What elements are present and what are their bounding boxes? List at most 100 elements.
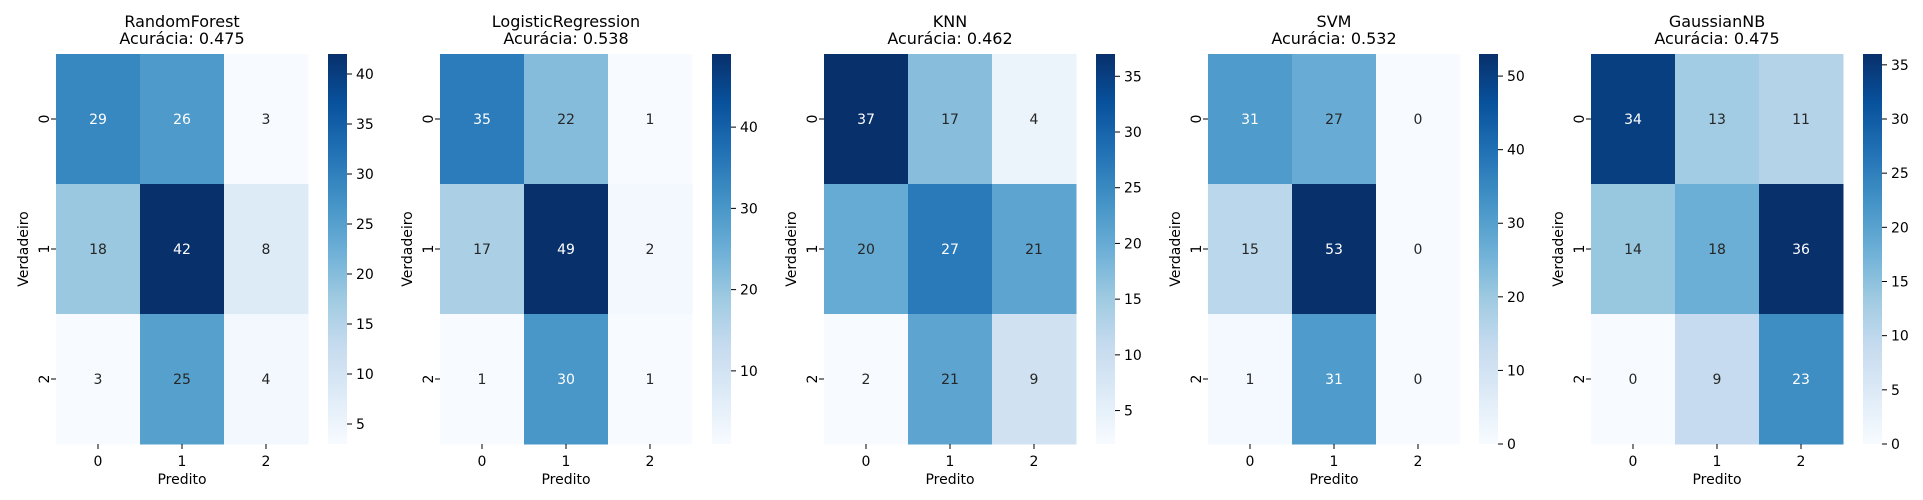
cell-value-label: 42 <box>173 242 191 258</box>
heatmap-cell <box>1591 54 1676 185</box>
x-tick-label: 0 <box>1246 454 1255 470</box>
heatmap-cell <box>608 54 693 185</box>
cell-value-label: 1 <box>646 372 655 388</box>
colorbar-tick-label: 50 <box>1507 69 1525 85</box>
cell-value-label: 26 <box>173 112 191 128</box>
x-tick-label: 0 <box>1629 454 1638 470</box>
colorbar-tick-label: 20 <box>1891 220 1909 236</box>
chart-title: KNN <box>933 12 967 31</box>
colorbar-tick-label: 20 <box>740 283 758 299</box>
heatmap-cell <box>440 184 525 315</box>
colorbar-tick-label: 20 <box>1124 236 1142 252</box>
x-tick-label: 1 <box>562 454 571 470</box>
heatmap-cell <box>1376 54 1461 185</box>
cell-value-label: 3 <box>94 372 103 388</box>
heatmap-cell <box>1591 314 1676 445</box>
x-axis-label: Predito <box>1692 472 1741 488</box>
cell-value-label: 1 <box>646 112 655 128</box>
cell-value-label: 31 <box>1241 112 1259 128</box>
cell-value-label: 25 <box>173 372 191 388</box>
heatmap-cell <box>824 54 909 185</box>
cell-value-label: 37 <box>857 112 875 128</box>
y-tick-label: 1 <box>1572 245 1588 254</box>
y-tick-label: 0 <box>805 115 821 124</box>
colorbar <box>1096 54 1115 444</box>
heatmap-cell <box>1675 314 1760 445</box>
cell-value-label: 14 <box>1624 242 1642 258</box>
y-axis-label: Verdadeiro <box>784 211 800 286</box>
colorbar-tick-label: 15 <box>1891 275 1909 291</box>
colorbar-tick-label: 30 <box>740 201 758 217</box>
cell-value-label: 15 <box>1241 242 1259 258</box>
cell-value-label: 4 <box>1030 112 1039 128</box>
y-tick-label: 0 <box>1572 115 1588 124</box>
cell-value-label: 21 <box>1025 242 1043 258</box>
cell-value-label: 36 <box>1792 242 1810 258</box>
cell-value-label: 27 <box>1325 112 1343 128</box>
heatmap-cell <box>140 184 225 315</box>
x-tick-label: 2 <box>1030 454 1039 470</box>
y-tick-label: 1 <box>421 245 437 254</box>
colorbar-tick-label: 10 <box>1891 329 1909 345</box>
y-axis-label: Verdadeiro <box>16 211 32 286</box>
cell-value-label: 9 <box>1030 372 1039 388</box>
cell-value-label: 21 <box>941 372 959 388</box>
heatmap-cell <box>1292 314 1377 445</box>
colorbar-tick-label: 40 <box>356 67 374 83</box>
colorbar-tick-label: 5 <box>1124 404 1133 420</box>
colorbar-tick-label: 0 <box>1507 437 1516 453</box>
heatmap-cell <box>56 184 141 315</box>
colorbar-tick-label: 0 <box>1891 437 1900 453</box>
chart-title: SVM <box>1317 12 1352 31</box>
cell-value-label: 0 <box>1414 112 1423 128</box>
cell-value-label: 4 <box>262 372 271 388</box>
heatmap-cell <box>140 54 225 185</box>
x-tick-label: 1 <box>1330 454 1339 470</box>
x-tick-label: 2 <box>1414 454 1423 470</box>
heatmap-cell <box>1675 184 1760 315</box>
heatmap-cell <box>440 54 525 185</box>
y-tick-label: 0 <box>421 115 437 124</box>
heatmap-cell <box>992 314 1077 445</box>
heatmap-cell <box>1208 54 1293 185</box>
heatmap-cell <box>224 314 309 445</box>
heatmap-cell <box>992 54 1077 185</box>
chart-subtitle: Acurácia: 0.475 <box>119 29 244 48</box>
colorbar-tick-label: 35 <box>1124 69 1142 85</box>
x-axis-label: Predito <box>541 472 590 488</box>
colorbar-tick-label: 30 <box>1507 216 1525 232</box>
heatmap-cell <box>908 314 993 445</box>
cell-value-label: 29 <box>89 112 107 128</box>
heatmap-cell <box>824 314 909 445</box>
y-tick-label: 2 <box>805 375 821 384</box>
colorbar <box>1479 54 1498 444</box>
heatmap-cell <box>908 184 993 315</box>
x-tick-label: 2 <box>262 454 271 470</box>
colorbar-tick-label: 25 <box>1124 181 1142 197</box>
cell-value-label: 1 <box>1246 372 1255 388</box>
x-tick-label: 0 <box>478 454 487 470</box>
colorbar-tick-label: 10 <box>356 367 374 383</box>
heatmap-cell <box>1376 314 1461 445</box>
colorbar <box>1863 54 1882 444</box>
colorbar-tick-label: 10 <box>740 364 758 380</box>
cell-value-label: 31 <box>1325 372 1343 388</box>
chart-subtitle: Acurácia: 0.532 <box>1271 29 1396 48</box>
colorbar-tick-label: 10 <box>1124 348 1142 364</box>
cell-value-label: 13 <box>1708 112 1726 128</box>
colorbar-tick-label: 5 <box>1891 383 1900 399</box>
heatmap-cell <box>608 184 693 315</box>
cell-value-label: 20 <box>857 242 875 258</box>
colorbar-tick-label: 30 <box>1891 112 1909 128</box>
y-axis-label: Verdadeiro <box>1168 211 1184 286</box>
chart-title: GaussianNB <box>1669 12 1765 31</box>
heatmap-cell <box>140 314 225 445</box>
cell-value-label: 22 <box>557 112 575 128</box>
y-tick-label: 2 <box>421 375 437 384</box>
y-tick-label: 0 <box>37 115 53 124</box>
heatmap-cell <box>56 54 141 185</box>
cell-value-label: 53 <box>1325 242 1343 258</box>
heatmap-cell <box>524 314 609 445</box>
cell-value-label: 17 <box>941 112 959 128</box>
